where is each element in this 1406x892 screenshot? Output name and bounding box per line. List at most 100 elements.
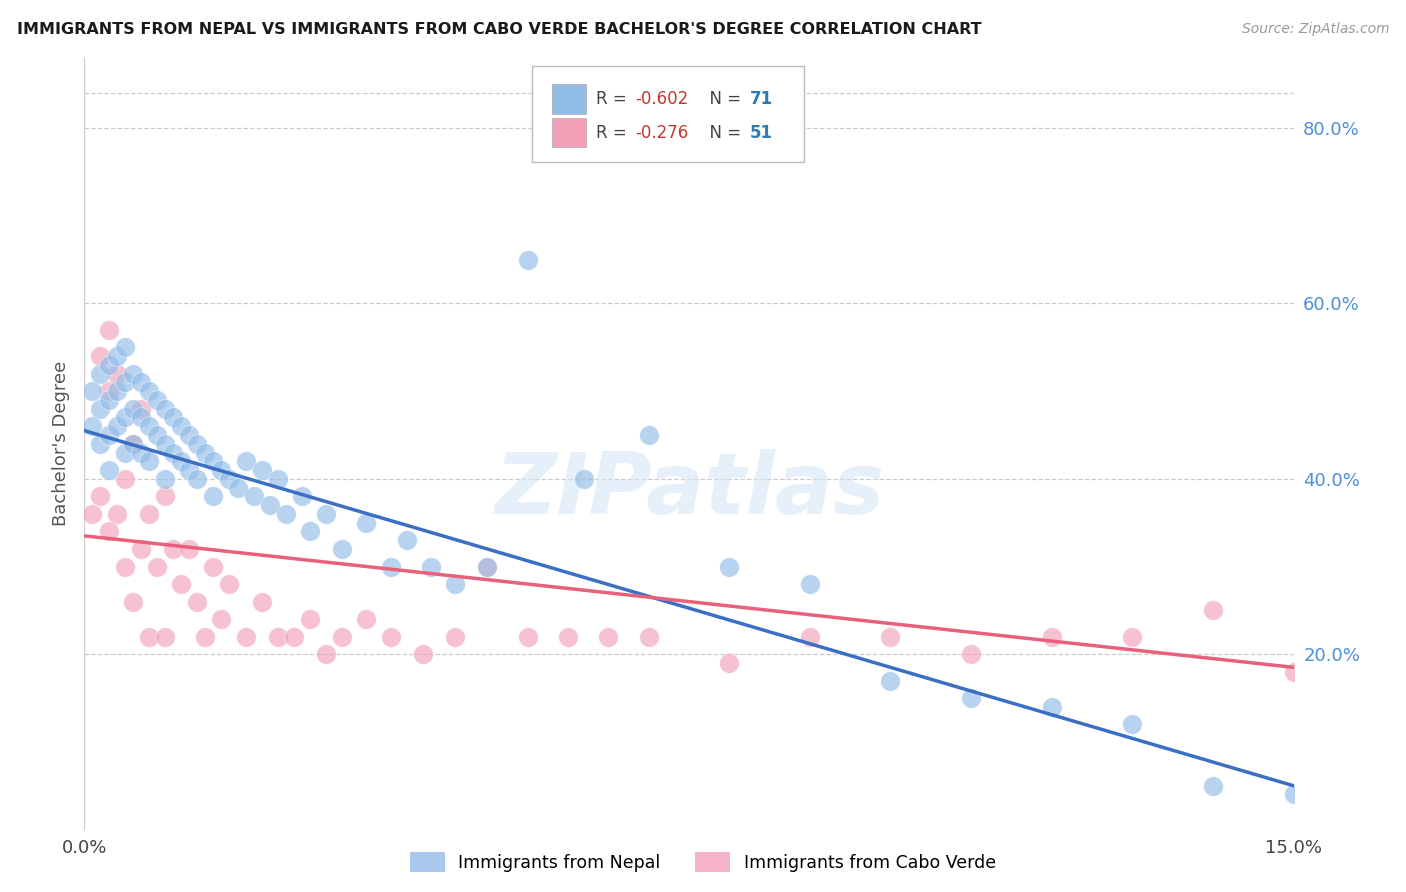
- Point: [718, 656, 741, 670]
- Point: [129, 445, 152, 459]
- Text: 71: 71: [749, 90, 772, 108]
- Point: [1040, 630, 1063, 644]
- Point: [299, 524, 322, 539]
- Point: [162, 410, 184, 425]
- Point: [146, 392, 169, 407]
- Point: [291, 489, 314, 503]
- Point: [89, 367, 111, 381]
- Point: [97, 358, 120, 372]
- Point: [138, 384, 160, 399]
- Point: [202, 454, 225, 468]
- Point: [879, 673, 901, 688]
- Point: [162, 445, 184, 459]
- Point: [105, 507, 128, 521]
- Text: IMMIGRANTS FROM NEPAL VS IMMIGRANTS FROM CABO VERDE BACHELOR'S DEGREE CORRELATIO: IMMIGRANTS FROM NEPAL VS IMMIGRANTS FROM…: [17, 22, 981, 37]
- Point: [138, 419, 160, 434]
- Text: -0.602: -0.602: [636, 90, 689, 108]
- Point: [105, 419, 128, 434]
- Point: [380, 559, 402, 574]
- Point: [202, 489, 225, 503]
- Point: [153, 489, 176, 503]
- Point: [420, 559, 443, 574]
- Point: [114, 472, 136, 486]
- Point: [146, 428, 169, 442]
- Point: [170, 454, 193, 468]
- Point: [444, 577, 467, 591]
- Point: [114, 445, 136, 459]
- Point: [153, 630, 176, 644]
- Point: [315, 507, 337, 521]
- Text: R =: R =: [596, 90, 631, 108]
- Point: [121, 436, 143, 450]
- Point: [242, 489, 264, 503]
- Point: [1202, 603, 1225, 617]
- Point: [114, 559, 136, 574]
- Point: [97, 384, 120, 399]
- Point: [299, 612, 322, 626]
- Point: [129, 410, 152, 425]
- Point: [412, 647, 434, 661]
- Point: [129, 376, 152, 390]
- Point: [356, 516, 378, 530]
- Point: [194, 630, 217, 644]
- Point: [97, 524, 120, 539]
- Point: [960, 691, 983, 706]
- Point: [1202, 779, 1225, 793]
- Point: [395, 533, 418, 548]
- Point: [153, 436, 176, 450]
- Point: [105, 367, 128, 381]
- FancyBboxPatch shape: [531, 66, 804, 162]
- Point: [121, 367, 143, 381]
- Point: [637, 428, 659, 442]
- Point: [129, 401, 152, 416]
- Point: [162, 541, 184, 556]
- Point: [170, 577, 193, 591]
- Legend: Immigrants from Nepal, Immigrants from Cabo Verde: Immigrants from Nepal, Immigrants from C…: [404, 845, 1002, 879]
- Point: [218, 472, 240, 486]
- Point: [146, 559, 169, 574]
- Text: ZIPatlas: ZIPatlas: [494, 449, 884, 532]
- Point: [218, 577, 240, 591]
- Point: [129, 541, 152, 556]
- Point: [1121, 717, 1143, 731]
- Point: [1282, 788, 1305, 802]
- Point: [477, 559, 499, 574]
- Point: [121, 401, 143, 416]
- Point: [97, 428, 120, 442]
- FancyBboxPatch shape: [553, 84, 586, 113]
- Point: [516, 252, 538, 267]
- Point: [274, 507, 297, 521]
- Y-axis label: Bachelor's Degree: Bachelor's Degree: [52, 361, 70, 526]
- Point: [598, 630, 620, 644]
- Point: [186, 472, 208, 486]
- Point: [114, 410, 136, 425]
- Text: N =: N =: [699, 124, 747, 142]
- Point: [380, 630, 402, 644]
- Text: Source: ZipAtlas.com: Source: ZipAtlas.com: [1241, 22, 1389, 37]
- Point: [121, 594, 143, 608]
- Point: [516, 630, 538, 644]
- Text: 51: 51: [749, 124, 772, 142]
- Text: -0.276: -0.276: [636, 124, 689, 142]
- Point: [799, 577, 821, 591]
- Point: [330, 630, 353, 644]
- Point: [179, 428, 201, 442]
- Point: [138, 630, 160, 644]
- Point: [799, 630, 821, 644]
- Point: [1121, 630, 1143, 644]
- Point: [235, 454, 257, 468]
- Point: [477, 559, 499, 574]
- Point: [138, 507, 160, 521]
- FancyBboxPatch shape: [553, 118, 586, 147]
- Point: [114, 376, 136, 390]
- Point: [1040, 699, 1063, 714]
- Point: [186, 594, 208, 608]
- Point: [356, 612, 378, 626]
- Point: [89, 489, 111, 503]
- Point: [250, 463, 273, 477]
- Text: N =: N =: [699, 90, 747, 108]
- Point: [89, 436, 111, 450]
- Point: [194, 445, 217, 459]
- Point: [97, 323, 120, 337]
- Point: [82, 419, 104, 434]
